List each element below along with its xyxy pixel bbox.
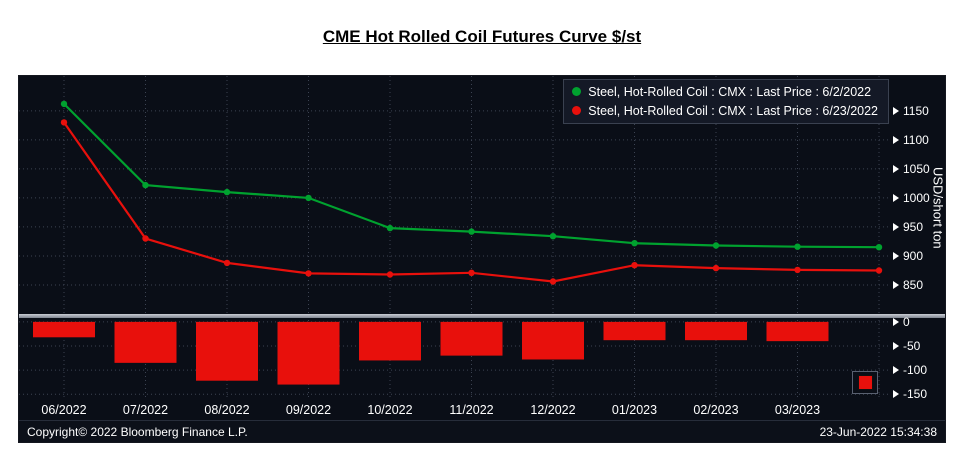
x-axis-label: 08/2022 bbox=[204, 403, 250, 417]
spread-bar bbox=[277, 321, 340, 385]
tick-arrow-icon bbox=[893, 251, 899, 260]
data-point bbox=[223, 259, 231, 267]
spread-bar bbox=[603, 321, 666, 341]
tick-arrow-icon bbox=[893, 106, 899, 115]
chart-panel: Steel, Hot-Rolled Coil : CMX : Last Pric… bbox=[18, 75, 946, 443]
data-point bbox=[142, 235, 149, 242]
x-axis-label: 07/2022 bbox=[122, 403, 169, 417]
series-line-0 bbox=[63, 103, 880, 249]
x-axis-labels: 06/2022 07/2022 08/2022 09/2022 10/2022 11/20… bbox=[19, 400, 947, 422]
data-point bbox=[631, 240, 638, 247]
spread-bar bbox=[359, 321, 421, 361]
data-point bbox=[223, 188, 231, 196]
tick-arrow-icon bbox=[893, 366, 899, 375]
spread-bar bbox=[33, 321, 95, 338]
spread-bar bbox=[114, 321, 177, 363]
data-point bbox=[712, 242, 720, 249]
axis-tick-label: -50 bbox=[893, 338, 920, 354]
chart-legend: Steel, Hot-Rolled Coil : CMX : Last Pric… bbox=[563, 79, 889, 124]
x-axis-label: 03/2023 bbox=[774, 403, 821, 417]
spread-swatch-icon bbox=[857, 375, 873, 390]
tick-arrow-icon bbox=[893, 390, 899, 399]
x-axis-label: 02/2023 bbox=[693, 403, 739, 417]
axis-tick-label: 850 bbox=[893, 277, 923, 293]
x-axis-label: 12/2022 bbox=[530, 403, 576, 417]
tick-arrow-icon bbox=[893, 341, 899, 350]
legend-item-red[interactable]: Steel, Hot-Rolled Coil : CMX : Last Pric… bbox=[572, 101, 878, 120]
data-point bbox=[386, 271, 394, 278]
data-point bbox=[305, 194, 312, 202]
legend-label-red: Steel, Hot-Rolled Coil : CMX : Last Pric… bbox=[588, 103, 878, 118]
tick-arrow-icon bbox=[893, 164, 899, 173]
plot-svg bbox=[19, 76, 891, 400]
x-axis-label: 01/2023 bbox=[611, 403, 658, 417]
page-title: CME Hot Rolled Coil Futures Curve $/st bbox=[322, 27, 642, 46]
y-axis-title: USD/short ton bbox=[930, 167, 946, 249]
data-point bbox=[794, 243, 801, 250]
axis-tick-label: -150 bbox=[893, 386, 927, 402]
tick-arrow-icon bbox=[893, 135, 899, 144]
spread-bar bbox=[196, 321, 258, 381]
data-point bbox=[631, 262, 638, 269]
x-axis-label: 10/2022 bbox=[367, 403, 413, 417]
axis-tick-label: 1000 bbox=[893, 190, 930, 206]
timestamp: 23-Jun-2022 15:34:38 bbox=[819, 424, 937, 439]
spread-bar bbox=[685, 321, 747, 341]
tick-arrow-icon bbox=[893, 280, 899, 289]
x-axis-label: 09/2022 bbox=[285, 403, 332, 417]
axis-tick-label: -100 bbox=[893, 362, 927, 378]
tick-arrow-icon bbox=[893, 317, 899, 326]
data-point bbox=[142, 181, 149, 189]
panel-splitter[interactable] bbox=[19, 314, 945, 318]
data-point bbox=[305, 270, 312, 277]
status-bar: Copyright© 2022 Bloomberg Finance L.P. 2… bbox=[19, 420, 945, 442]
x-axis-label: 06/2022 bbox=[41, 403, 87, 417]
legend-label-green: Steel, Hot-Rolled Coil : CMX : Last Pric… bbox=[588, 84, 872, 99]
axis-tick-label: 900 bbox=[893, 248, 923, 264]
tick-arrow-icon bbox=[893, 193, 899, 202]
axis-tick-label: 1050 bbox=[893, 161, 930, 177]
data-point bbox=[386, 224, 394, 232]
series-line-1 bbox=[63, 121, 880, 283]
data-point bbox=[794, 266, 801, 274]
data-point bbox=[875, 267, 883, 274]
axis-tick-label: 950 bbox=[893, 219, 923, 235]
legend-item-green[interactable]: Steel, Hot-Rolled Coil : CMX : Last Pric… bbox=[572, 82, 878, 101]
data-point bbox=[60, 100, 68, 108]
spread-bar bbox=[522, 321, 584, 360]
data-point bbox=[549, 278, 557, 285]
axis-tick-label: 1100 bbox=[893, 132, 929, 148]
data-point bbox=[875, 244, 883, 251]
spread-bar bbox=[766, 321, 829, 342]
tick-arrow-icon bbox=[893, 222, 899, 231]
spread-bar-legend bbox=[852, 371, 878, 394]
axis-tick-label: 0 bbox=[893, 314, 910, 330]
data-point bbox=[712, 264, 720, 272]
legend-dot-green-icon bbox=[572, 87, 582, 96]
legend-dot-red-icon bbox=[572, 106, 582, 115]
data-point bbox=[468, 228, 475, 235]
copyright-text: Copyright© 2022 Bloomberg Finance L.P. bbox=[27, 424, 248, 439]
data-point bbox=[549, 233, 557, 240]
data-point bbox=[468, 269, 475, 276]
x-axis-label: 11/2022 bbox=[449, 403, 494, 417]
axis-tick-label: 1150 bbox=[893, 103, 929, 119]
spread-bar bbox=[440, 321, 503, 356]
data-point bbox=[60, 119, 68, 126]
